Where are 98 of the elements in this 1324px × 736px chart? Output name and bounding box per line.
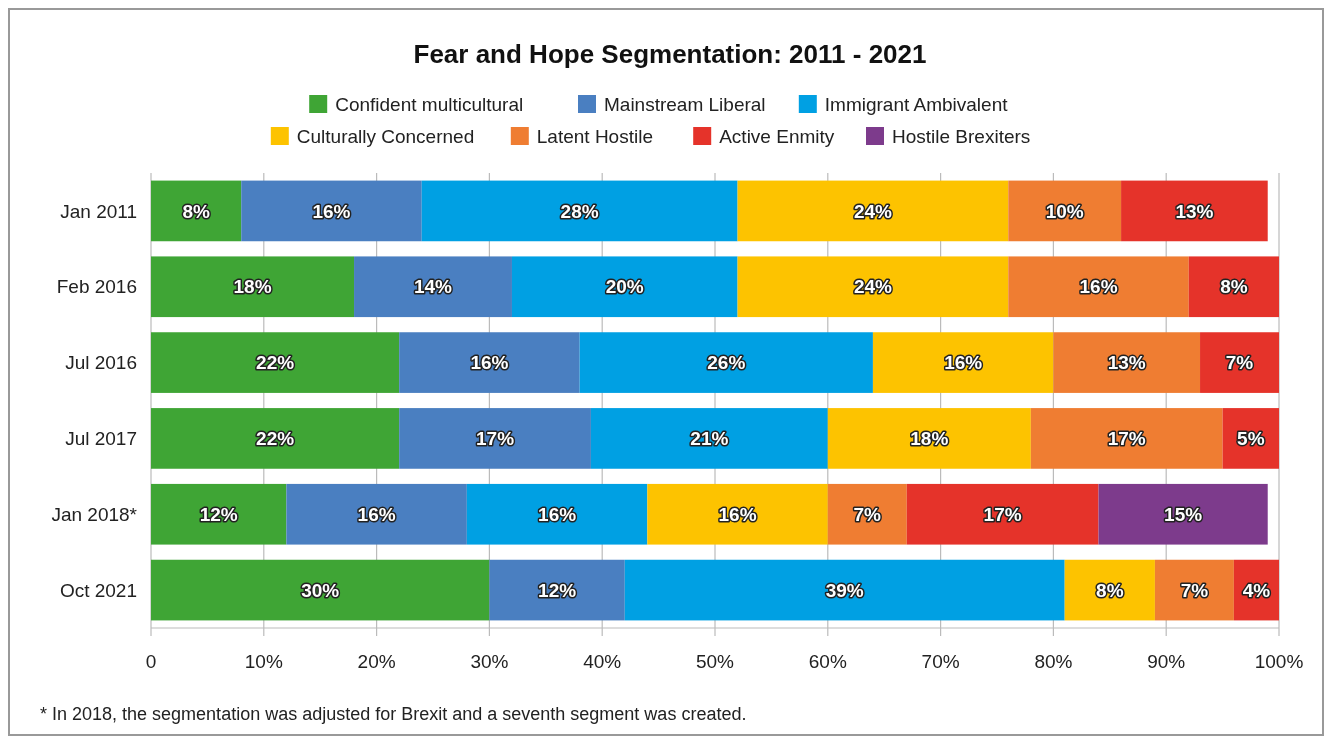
bar bbox=[737, 256, 1009, 318]
data-label: 8% bbox=[182, 200, 210, 222]
legend-label: Active Enmity bbox=[719, 125, 835, 147]
bar bbox=[151, 256, 355, 318]
data-label: 17% bbox=[476, 428, 515, 450]
data-label: 16% bbox=[1079, 276, 1118, 298]
data-label: 21% bbox=[690, 428, 729, 450]
data-label: 17% bbox=[983, 503, 1022, 525]
bar bbox=[1098, 483, 1268, 545]
data-label: 18% bbox=[910, 428, 949, 450]
bar bbox=[1188, 256, 1279, 318]
bar bbox=[1121, 180, 1268, 242]
bar bbox=[1154, 559, 1234, 621]
x-tick-label: 90% bbox=[1147, 651, 1186, 672]
bar bbox=[827, 408, 1031, 469]
data-label: 8% bbox=[1096, 579, 1124, 601]
bar bbox=[827, 483, 907, 545]
data-label: 10% bbox=[1045, 200, 1084, 222]
data-label: 16% bbox=[718, 503, 757, 525]
y-tick-label: Jan 2011 bbox=[60, 200, 137, 222]
data-label: 18% bbox=[233, 276, 272, 298]
y-tick-label: Jan 2018* bbox=[51, 503, 138, 525]
data-label: 28% bbox=[560, 200, 599, 222]
bar bbox=[737, 180, 1009, 242]
text: * In 2018, the segmentation was adjusted for Brexit and a seventh segment was created. bbox=[40, 704, 747, 724]
data-label: 13% bbox=[1107, 352, 1146, 374]
data-label: 24% bbox=[853, 276, 893, 298]
bar bbox=[1064, 559, 1155, 621]
data-label: 14% bbox=[413, 276, 453, 298]
data-label: 16% bbox=[470, 352, 509, 374]
bar bbox=[151, 180, 242, 242]
data-label: 39% bbox=[825, 579, 864, 601]
x-tick-label: 80% bbox=[1034, 651, 1073, 672]
bar bbox=[1053, 332, 1201, 393]
data-label: 7% bbox=[1225, 352, 1254, 374]
data-label: 16% bbox=[944, 352, 983, 374]
data-label: 12% bbox=[199, 503, 238, 525]
data-label: 20% bbox=[605, 276, 644, 298]
x-tick-label: 20% bbox=[357, 651, 396, 672]
bar bbox=[421, 180, 738, 242]
bar bbox=[579, 332, 873, 393]
data-label: 7% bbox=[1180, 579, 1209, 601]
legend-label: Latent Hostile bbox=[536, 125, 653, 147]
x-tick-label: 100% bbox=[1254, 651, 1304, 672]
bar bbox=[1008, 256, 1189, 318]
bar bbox=[466, 483, 648, 545]
bar bbox=[489, 559, 625, 621]
chart-title: Fear and Hope Segmentation: 2011 - 2021 bbox=[413, 39, 927, 69]
y-tick-label: Jul 2016 bbox=[65, 352, 137, 374]
x-tick-label: 10% bbox=[244, 651, 283, 672]
bar bbox=[354, 256, 512, 318]
bar bbox=[241, 180, 422, 242]
data-label: 22% bbox=[256, 428, 295, 450]
data-label: 22% bbox=[256, 352, 295, 374]
data-label: 4% bbox=[1242, 579, 1271, 601]
y-tick-label: Feb 2016 bbox=[56, 276, 137, 298]
bar bbox=[624, 559, 1065, 621]
legend-label: Immigrant Ambivalent bbox=[824, 93, 1009, 115]
legend-label: Confident multicultural bbox=[335, 93, 524, 115]
y-tick-label: Oct 2021 bbox=[59, 579, 137, 601]
bar bbox=[286, 483, 467, 545]
bar bbox=[399, 408, 591, 469]
legend-label: Culturally Concerned bbox=[296, 125, 475, 147]
data-label: 16% bbox=[312, 200, 351, 222]
bar bbox=[151, 332, 400, 393]
bar bbox=[1030, 408, 1223, 469]
data-label: 30% bbox=[301, 579, 340, 601]
bar bbox=[151, 483, 287, 545]
x-tick-label: 70% bbox=[921, 651, 960, 672]
bar bbox=[872, 332, 1054, 393]
x-tick-label: 40% bbox=[583, 651, 622, 672]
bar bbox=[1200, 332, 1279, 393]
y-tick-label: Jul 2017 bbox=[65, 428, 137, 450]
data-label: 7% bbox=[853, 503, 882, 525]
bar bbox=[590, 408, 828, 469]
data-label: 16% bbox=[538, 503, 577, 525]
x-tick-label: 0 bbox=[145, 651, 157, 672]
bar bbox=[151, 408, 400, 469]
data-label: 13% bbox=[1175, 200, 1214, 222]
data-label: 16% bbox=[357, 503, 396, 525]
x-tick-label: 30% bbox=[470, 651, 509, 672]
bar bbox=[151, 559, 490, 621]
bar bbox=[906, 483, 1099, 545]
data-label: 17% bbox=[1107, 428, 1146, 450]
data-label: 15% bbox=[1164, 503, 1203, 525]
bar bbox=[511, 256, 738, 318]
data-label: 12% bbox=[538, 579, 577, 601]
data-label: 8% bbox=[1220, 276, 1248, 298]
bar bbox=[647, 483, 828, 545]
data-label: 24% bbox=[853, 200, 893, 222]
x-tick-label: 60% bbox=[808, 651, 847, 672]
legend-label: Mainstream Liberal bbox=[604, 93, 766, 115]
legend-label: Hostile Brexiters bbox=[892, 125, 1031, 147]
bar bbox=[1008, 180, 1122, 242]
bar bbox=[399, 332, 580, 393]
x-tick-label: 50% bbox=[695, 651, 735, 672]
data-label: 5% bbox=[1237, 428, 1265, 450]
data-label: 26% bbox=[707, 352, 746, 374]
